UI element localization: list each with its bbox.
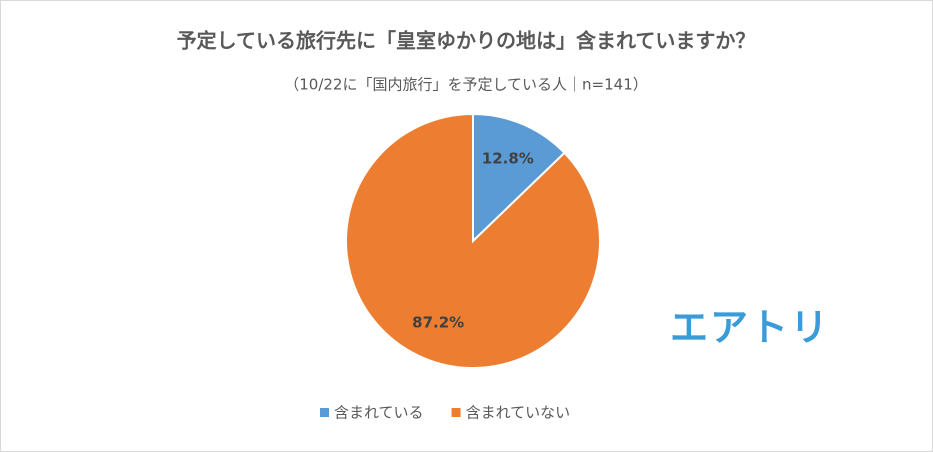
logo: エアトリ: [670, 306, 830, 350]
chart-title: 予定している旅行先に「皇室ゆかりの地は」含まれていますか？: [177, 29, 756, 53]
legend-label: 含まれていない: [466, 404, 571, 422]
data-label: 12.8%: [482, 150, 534, 168]
pie-slice: [345, 112, 601, 369]
legend-swatch: [451, 408, 461, 417]
pie-slice: [472, 112, 566, 244]
legend-swatch: [320, 408, 329, 417]
chart-subtitle: （10/22に「国内旅行」を予定している人｜n=141）: [284, 76, 648, 94]
data-label: 87.2%: [412, 313, 464, 331]
legend-label: 含まれている: [334, 404, 424, 422]
